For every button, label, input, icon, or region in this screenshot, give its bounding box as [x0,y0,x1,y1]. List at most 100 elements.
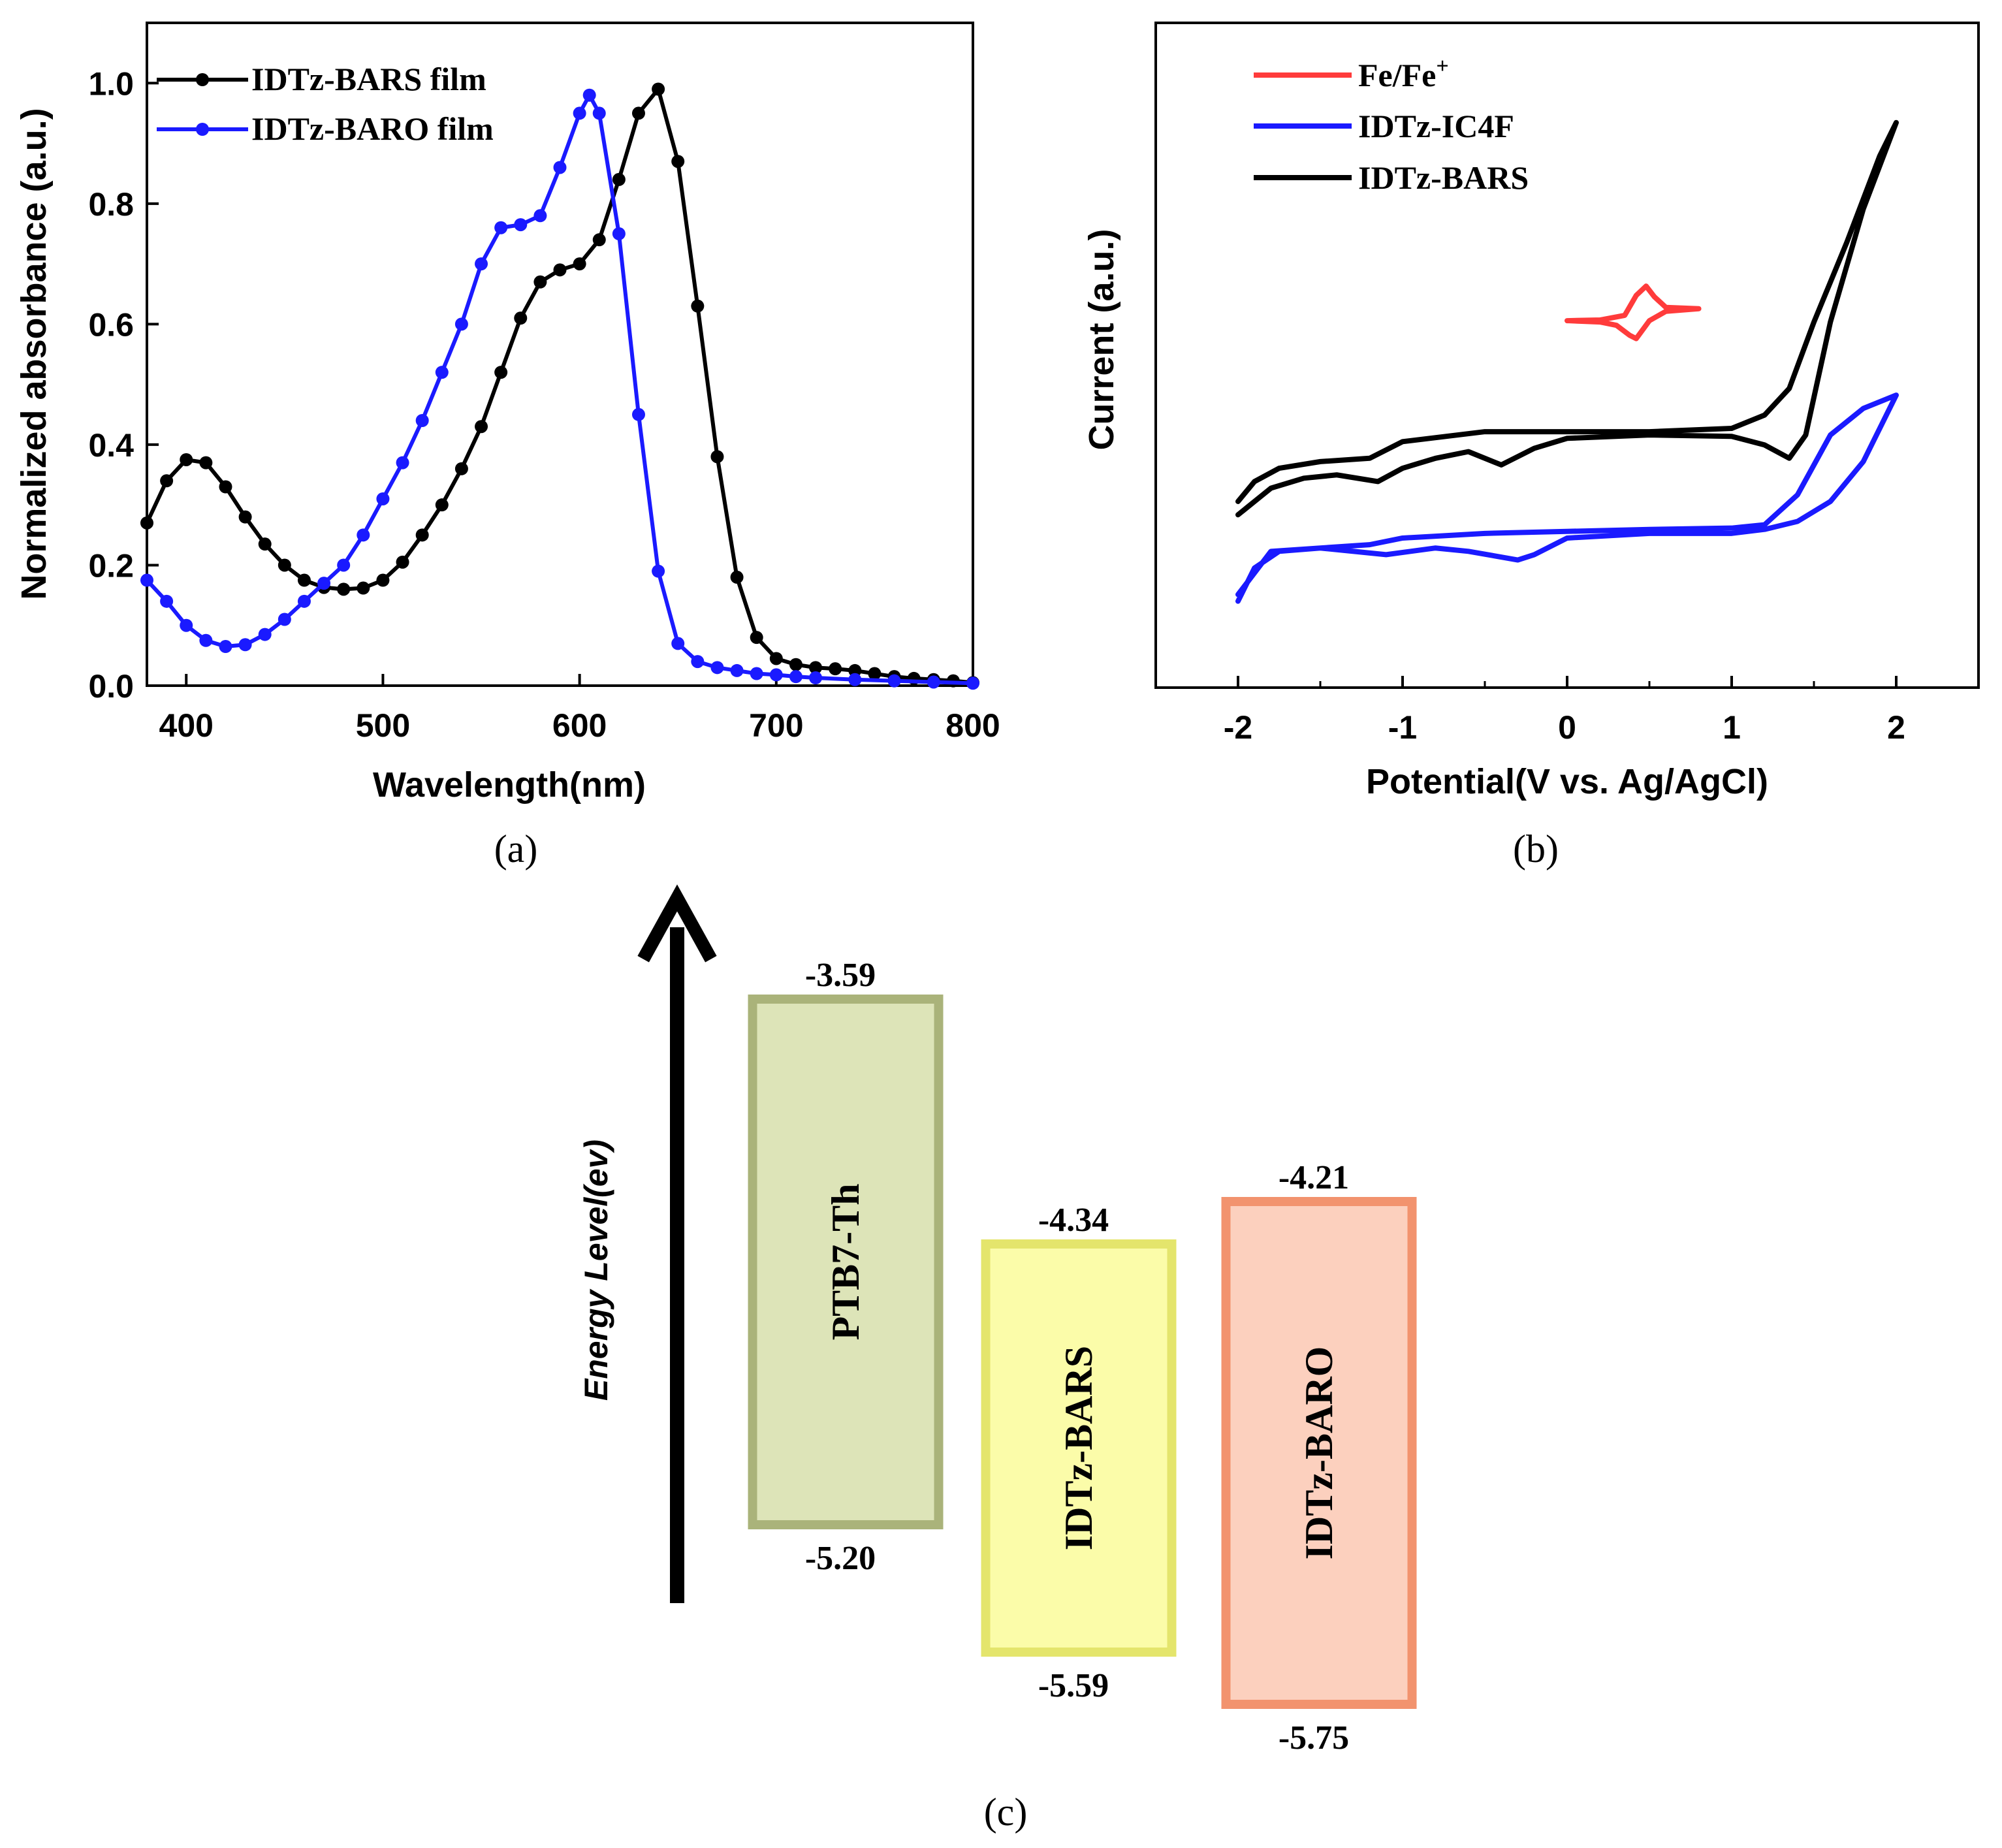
panel-a-absorbance-chart: 400 500 600 700 800 0.0 0.2 0.4 0.6 0.8 1.0 IDTz-B… [14,22,1000,870]
a-series-1-point-36 [848,673,862,686]
a-xtick-label-0: 400 [159,707,214,744]
a-series-0-point-21 [553,263,567,277]
a-xtick-label-2: 600 [552,707,607,744]
panel-b-legend: Fe/Fe+ IDTz-IC4F IDTz-BARS [1254,54,1529,196]
legend-marker-baro-film [196,123,209,136]
b-series-loop-0 [1565,283,1702,342]
a-series-1-point-20 [533,209,547,223]
a-series-0-point-30 [730,570,744,584]
a-series-0-point-28 [691,299,705,313]
a-series-0-point-3 [199,456,213,470]
a-series-0-point-11 [357,581,370,595]
a-series-0-point-35 [829,662,842,676]
panel-a-x-axis-label: Wavelength(nm) [373,765,646,805]
a-series-0-point-29 [710,450,724,464]
a-series-0-point-23 [592,233,606,247]
b-series-loop-2 [1235,119,1899,518]
panel-a-legend: IDTz-BARS film IDTz-BARO film [157,61,494,147]
a-series-0-point-16 [454,462,468,475]
energy-bar-0 [748,995,944,1529]
a-ytick-label-3: 0.6 [88,306,134,343]
a-ytick-label-4: 0.8 [88,186,134,223]
legend-marker-bars-film [196,73,209,86]
legend-label-fe: Fe/Fe+ [1358,54,1449,93]
a-series-line-1 [145,93,974,686]
a-series-0-point-0 [140,516,153,530]
legend-label-fe-sup: + [1436,54,1448,78]
material-label-2: IDTz-BARO [1297,1346,1341,1560]
panel-b-caption: (b) [1513,827,1559,870]
legend-label-bars-film: IDTz-BARS film [251,61,486,97]
a-series-1-point-39 [966,677,979,690]
panel-b-x-axis-label: Potential(V vs. Ag/AgCl) [1366,762,1768,801]
energy-bar-1 [981,1239,1177,1657]
a-series-0-point-27 [671,155,685,168]
a-series-1-point-11 [357,528,370,542]
a-series-1-point-5 [238,638,252,652]
a-series-1-point-29 [691,655,705,669]
lumo-label-0: -3.59 [805,957,876,994]
a-series-1-point-4 [219,640,232,654]
a-series-1-point-6 [258,628,272,641]
a-series-1-point-25 [612,227,626,240]
panel-b-cyclic-voltammetry-chart: -2 -1 0 1 2 Fe/Fe+ IDTz-IC4F IDTz-BARS Poten… [1082,22,1980,870]
a-xtick-label-4: 800 [945,707,1000,744]
legend-label-ic4f: IDTz-IC4F [1358,108,1514,144]
lumo-label-1: -4.34 [1038,1202,1109,1239]
panel-a-plot-frame [146,22,974,687]
panel-b-ticks: -2 -1 0 1 2 [1154,676,1980,746]
panel-a-caption: (a) [494,827,538,870]
a-series-1-point-23 [582,88,596,102]
a-series-1-point-12 [376,492,390,505]
a-series-1-point-3 [199,633,213,647]
lumo-label-2: -4.21 [1279,1159,1349,1196]
a-series-0-point-31 [750,631,763,645]
a-xtick-label-1: 500 [356,707,410,744]
a-series-1-point-1 [160,594,174,608]
a-series-0-point-18 [494,366,508,379]
a-series-0-point-26 [652,82,665,96]
a-series-1-point-14 [415,414,429,427]
a-series-1-point-2 [180,618,193,632]
a-series-0-point-15 [435,498,449,512]
a-series-1-point-28 [671,637,685,650]
a-series-0-point-33 [789,658,802,671]
a-series-0-point-4 [219,480,232,494]
a-series-0-point-24 [612,172,626,186]
a-series-1-point-26 [631,407,645,421]
a-series-0-point-8 [297,573,311,587]
a-series-0-point-37 [868,667,882,680]
a-series-0-point-1 [160,474,174,488]
b-xtick-label-0: -2 [1224,709,1252,746]
a-xtick-label-3: 700 [749,707,803,744]
a-series-0-point-6 [258,537,272,551]
a-series-0-point-5 [238,510,252,524]
panel-b-series [1235,119,1899,604]
a-series-1-point-31 [730,663,744,677]
panel-a-series-baro [140,88,979,690]
a-series-1-point-15 [435,366,449,379]
a-series-1-point-32 [750,667,763,680]
panel-a-y-axis-label: Normalized absorbance (a.u.) [14,108,54,599]
a-series-1-point-22 [573,106,586,120]
legend-label-bars: IDTz-BARS [1358,159,1529,196]
a-series-0-point-32 [769,652,783,665]
a-ytick-label-5: 1.0 [88,65,134,102]
a-series-1-point-27 [652,564,665,578]
panel-c-bars: -3.59 -5.20 PTB7-Th -4.34 -5.59 IDTz-BARS -4.2… [748,957,1417,1757]
a-series-0-point-2 [180,453,193,466]
panel-b-plot-frame [1154,22,1980,689]
a-series-0-point-25 [631,106,645,120]
a-series-0-point-22 [573,257,586,271]
a-series-0-point-10 [337,582,351,596]
legend-label-fe-base: Fe/Fe [1358,57,1436,93]
a-series-0-point-13 [396,555,409,569]
a-series-1-point-16 [454,317,468,331]
homo-label-0: -5.20 [805,1540,876,1577]
a-series-1-point-13 [396,456,409,470]
a-series-1-point-7 [278,613,291,626]
a-series-0-point-12 [376,573,390,587]
homo-label-2: -5.75 [1279,1719,1349,1757]
material-label-1: IDTz-BARS [1057,1346,1100,1550]
